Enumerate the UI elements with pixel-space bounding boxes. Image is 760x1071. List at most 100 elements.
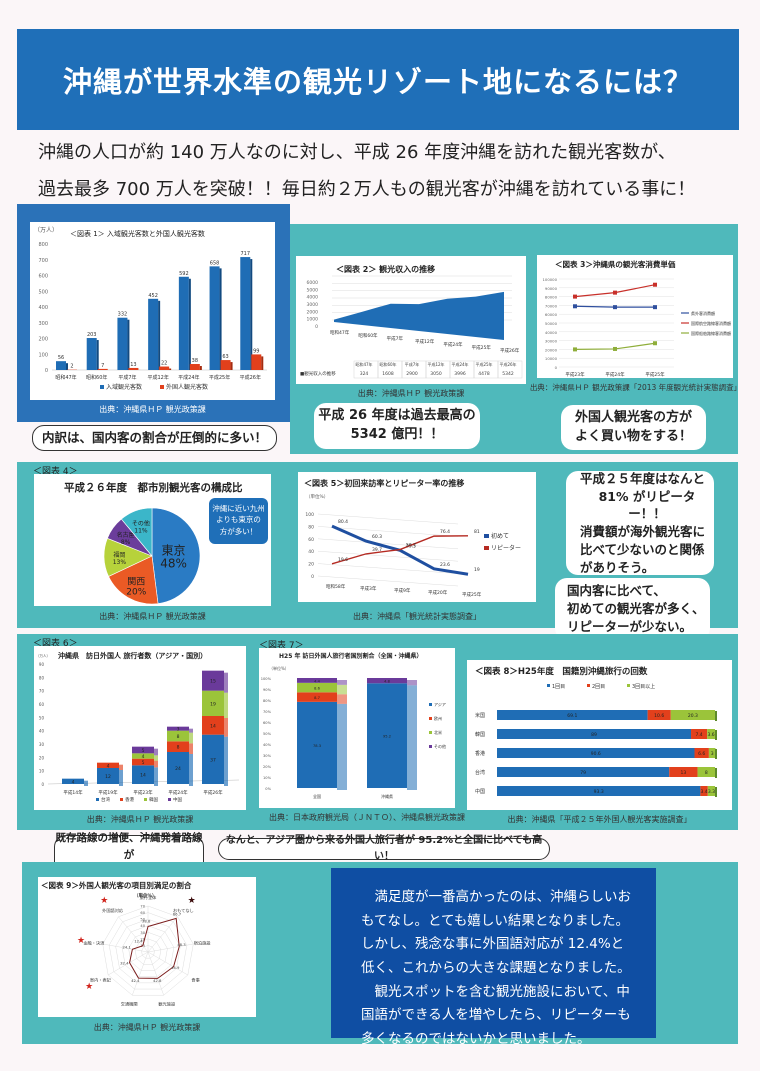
svg-text:2900: 2900 [406, 371, 418, 377]
fig3-bubble: 外国人観光客の方が よく買い物をする！ [561, 405, 706, 450]
svg-text:H25 年 訪日外国人旅行者国別割合（全国・沖縄県）: H25 年 訪日外国人旅行者国別割合（全国・沖縄県） [279, 652, 423, 660]
fig1-chart: （万人） ＜図表 1＞ 入域観光客数と外国人観光客数 0 100 200 300 400 50… [34, 227, 267, 391]
svg-text:24: 24 [175, 766, 181, 772]
svg-text:入域観光客数: 入域観光客数 [106, 383, 142, 391]
fig5-first-bubble: 国内客に比べて、 初めての観光客が多く、 リピーターが少ない。 [555, 578, 710, 640]
fig3-source: 出典：沖縄県ＨＰ 観光政策課「2013 年度観光統計実態調査」 [529, 383, 742, 392]
svg-text:アジア: アジア [434, 702, 446, 707]
fig9-card: ＜図表 9＞外国人観光客の項目別満足の割合（単位%）10203040506070… [38, 877, 256, 1017]
repeat-bubble-line: 消費額が海外観光客に [580, 524, 706, 539]
svg-text:その他: その他 [434, 743, 446, 749]
svg-text:20%: 20% [263, 765, 272, 769]
svg-text:（単位%）: （単位%） [134, 892, 157, 899]
svg-text:3: 3 [177, 727, 180, 733]
svg-text:全国: 全国 [313, 793, 321, 799]
svg-text:0: 0 [45, 368, 48, 374]
svg-text:台湾: 台湾 [101, 796, 110, 803]
svg-text:★: ★ [100, 896, 108, 906]
fig2-bubble-line1: 平成 26 年度は過去最高の [318, 408, 476, 424]
first-bubble-line: 初めての観光客が多く、 [567, 601, 705, 617]
fig3-bubble-line1: 外国人観光客の方が [574, 409, 692, 425]
svg-text:米国: 米国 [475, 712, 485, 719]
svg-text:70%: 70% [263, 710, 272, 714]
svg-text:平成26年: 平成26年 [500, 347, 520, 354]
svg-text:23.6: 23.6 [440, 562, 450, 568]
svg-text:39.7: 39.7 [372, 547, 382, 553]
svg-text:19.6: 19.6 [338, 557, 348, 563]
svg-text:6.6: 6.6 [698, 751, 705, 757]
svg-text:4: 4 [72, 779, 75, 785]
svg-text:13: 13 [681, 770, 687, 776]
svg-text:1000: 1000 [307, 317, 319, 323]
svg-text:3: 3 [711, 751, 714, 757]
svg-text:平成24年: 平成24年 [451, 361, 468, 367]
svg-text:95.2: 95.2 [383, 735, 391, 739]
svg-text:香港: 香港 [125, 796, 134, 803]
svg-text:平成26年: 平成26年 [240, 374, 261, 381]
svg-text:70: 70 [140, 905, 145, 909]
fig7-source: 出典：日本政府観光局（ＪＮＴＯ）、沖縄県観光政策課 [269, 813, 465, 822]
svg-text:★: ★ [85, 982, 93, 992]
svg-text:658: 658 [210, 260, 220, 266]
svg-text:1608: 1608 [382, 371, 394, 377]
svg-text:452: 452 [148, 293, 158, 299]
fig6-card: 沖縄県 訪日外国人 旅行者数（アジア・国別） （万人） 0 10 20 30 40 50 60 7… [34, 646, 246, 810]
svg-text:40: 40 [140, 924, 145, 928]
repeat-bubble-line: 81% がリピーター！！ [598, 488, 696, 522]
svg-text:5: 5 [142, 748, 145, 754]
svg-text:80: 80 [39, 675, 45, 680]
svg-text:717: 717 [241, 251, 251, 257]
svg-text:8%: 8% [121, 539, 131, 546]
svg-text:19: 19 [210, 701, 216, 707]
svg-text:0%: 0% [265, 787, 271, 791]
svg-text:50.7: 50.7 [406, 543, 416, 549]
fig9-source: 出典：沖縄県ＨＰ 観光政策課 [93, 1023, 201, 1032]
svg-text:昭和47年: 昭和47年 [330, 329, 350, 336]
svg-text:66.7: 66.7 [173, 911, 182, 916]
fig3-chart: ＜図表 3＞沖縄県の観光客消費単価 0 10000 20000 30000 40000 50… [543, 259, 732, 378]
svg-text:2回目: 2回目 [592, 684, 605, 690]
svg-text:7: 7 [101, 363, 104, 369]
svg-text:沖縄県 訪日外国人 旅行者数（アジア・国別）: 沖縄県 訪日外国人 旅行者数（アジア・国別） [58, 651, 207, 660]
svg-text:昭和58年: 昭和58年 [326, 583, 346, 590]
svg-text:福岡: 福岡 [113, 551, 125, 559]
svg-text:金融・決済: 金融・決済 [83, 939, 105, 946]
svg-text:20: 20 [140, 937, 145, 941]
svg-text:平成7年: 平成7年 [118, 374, 136, 381]
svg-text:7.4: 7.4 [696, 732, 703, 738]
svg-text:東京: 東京 [162, 544, 186, 558]
conclusion-box: 満足度が一番高かったのは、沖縄らしいおもてなし。とても嬉しい結果となりました。し… [331, 868, 656, 1047]
svg-text:20%: 20% [126, 588, 146, 598]
svg-text:50: 50 [140, 918, 145, 922]
svg-text:関西: 関西 [127, 577, 145, 588]
fig8-source: 出典：沖縄県「平成２５年外国人観光客実施調査」 [507, 815, 692, 824]
fig2-bubble: 平成 26 年度は過去最高の 5342 億円！！ [314, 403, 480, 449]
fig7-bubble: なんと、アジア圏から来る外国人旅行者が 95.2%と全国に比べても高い！ [218, 835, 550, 862]
svg-text:3回目以上: 3回目以上 [632, 683, 655, 690]
svg-text:76.4: 76.4 [440, 529, 450, 535]
svg-text:80.4: 80.4 [338, 519, 348, 525]
repeat-bubble-line: 比べて少ないのと関係 [580, 541, 705, 557]
svg-text:外国語対応: 外国語対応 [102, 907, 124, 914]
svg-text:4000: 4000 [307, 295, 319, 301]
svg-text:5000: 5000 [307, 287, 319, 293]
svg-text:平成25年: 平成25年 [462, 591, 482, 598]
conclusion-para2: 観光スポットを含む観光施設において、中国語ができる人を増やしたら、リピーターも多… [361, 983, 631, 1047]
svg-text:2000: 2000 [307, 309, 319, 315]
svg-text:19: 19 [474, 567, 480, 573]
svg-text:22: 22 [161, 361, 167, 367]
svg-text:48%: 48% [160, 557, 187, 571]
intro-line-2: 過去最多 700 万人を突破！！毎日約２万人もの観光客が沖縄を訪れている事に！ [38, 179, 696, 200]
conclusion-para1: 満足度が一番高かったのは、沖縄らしいおもてなし。とても嬉しい結果となりました。し… [361, 889, 631, 976]
svg-text:3.3: 3.3 [708, 789, 715, 795]
svg-text:昭和60年: 昭和60年 [358, 332, 378, 339]
fig6-source: 出典：沖縄県ＨＰ 観光政策課 [86, 815, 194, 824]
svg-text:4: 4 [107, 763, 110, 769]
svg-text:60: 60 [140, 911, 145, 915]
svg-text:89: 89 [591, 732, 597, 738]
fig8-card: ＜図表 8＞H25年度 国籍別沖縄旅行の回数 1回目 2回目 3回目以上 米国 69.1 1… [467, 660, 732, 810]
fig4-callout-line1: 沖縄に近い九州 [212, 504, 265, 513]
svg-text:昭和60年: 昭和60年 [379, 361, 396, 367]
svg-text:8: 8 [177, 745, 180, 751]
